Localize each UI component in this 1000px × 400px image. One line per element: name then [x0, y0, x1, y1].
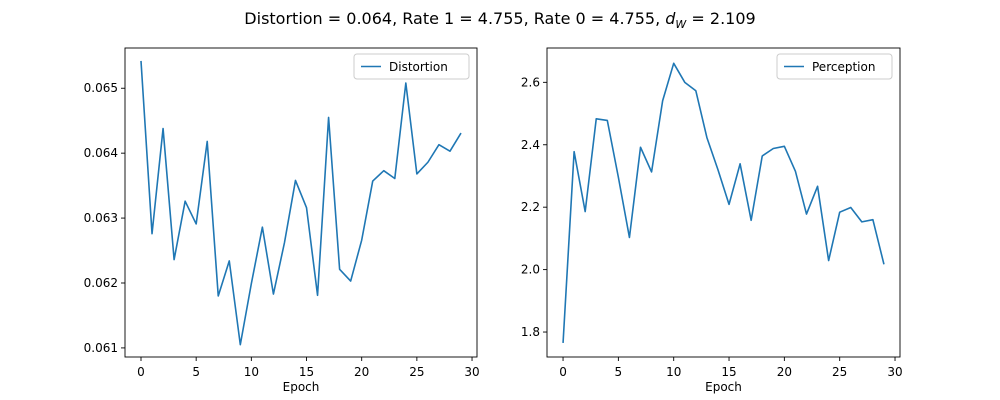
- perception-chart: 0 5 10 15 20 25 30 1.8 2.0 2.2 2.4 2.6 Epoch Percepti…: [521, 47, 903, 394]
- x-tick-label: 15: [299, 365, 314, 379]
- x-tick-label: 5: [192, 365, 200, 379]
- legend-box: [353, 53, 470, 80]
- y-tick-label: 0.064: [84, 146, 118, 160]
- x-tick-label: 0: [137, 365, 145, 379]
- axes-frame: [546, 47, 901, 358]
- suptitle-tail: = 2.109: [686, 9, 755, 28]
- figure-suptitle: Distortion = 0.064, Rate 1 = 4.755, Rate…: [244, 9, 755, 31]
- y-tick-label: 2.0: [521, 263, 540, 277]
- y-tick-label: 0.065: [84, 81, 118, 95]
- x-tick-label: 10: [666, 365, 681, 379]
- x-axis-label: Epoch: [705, 380, 742, 394]
- x-tick-label: 20: [777, 365, 792, 379]
- y-tick-label: 2.4: [521, 138, 540, 152]
- y-tick-label: 0.063: [84, 211, 118, 225]
- x-tick-label: 30: [464, 365, 479, 379]
- x-tick-label: 25: [409, 365, 424, 379]
- x-tick-label: 30: [887, 365, 902, 379]
- distortion-chart: 0 5 10 15 20 25 30 0.061 0.062 0.063 0.064 0.065 Epo…: [84, 47, 480, 394]
- y-tick-label: 2.6: [521, 75, 540, 89]
- y-tick-label: 2.2: [521, 200, 540, 214]
- legend-box: [776, 53, 893, 80]
- x-tick-label: 20: [354, 365, 369, 379]
- y-tick-label: 0.062: [84, 276, 118, 290]
- suptitle-math-base: d: [665, 9, 676, 28]
- x-tick-label: 10: [244, 365, 259, 379]
- x-tick-label: 0: [559, 365, 567, 379]
- x-tick-label: 5: [615, 365, 623, 379]
- axes-frame: [124, 47, 478, 358]
- legend-label: Perception: [812, 60, 875, 74]
- y-tick-label: 1.8: [521, 325, 540, 339]
- y-tick-label: 0.061: [84, 341, 118, 355]
- x-tick-label: 25: [832, 365, 847, 379]
- x-tick-label: 15: [721, 365, 736, 379]
- x-axis-label: Epoch: [283, 380, 320, 394]
- suptitle-math-sub: W: [675, 18, 687, 31]
- series-line: [562, 62, 885, 343]
- legend-label: Distortion: [389, 60, 448, 74]
- suptitle-text: Distortion = 0.064, Rate 1 = 4.755, Rate…: [244, 9, 665, 28]
- series-line: [140, 60, 462, 346]
